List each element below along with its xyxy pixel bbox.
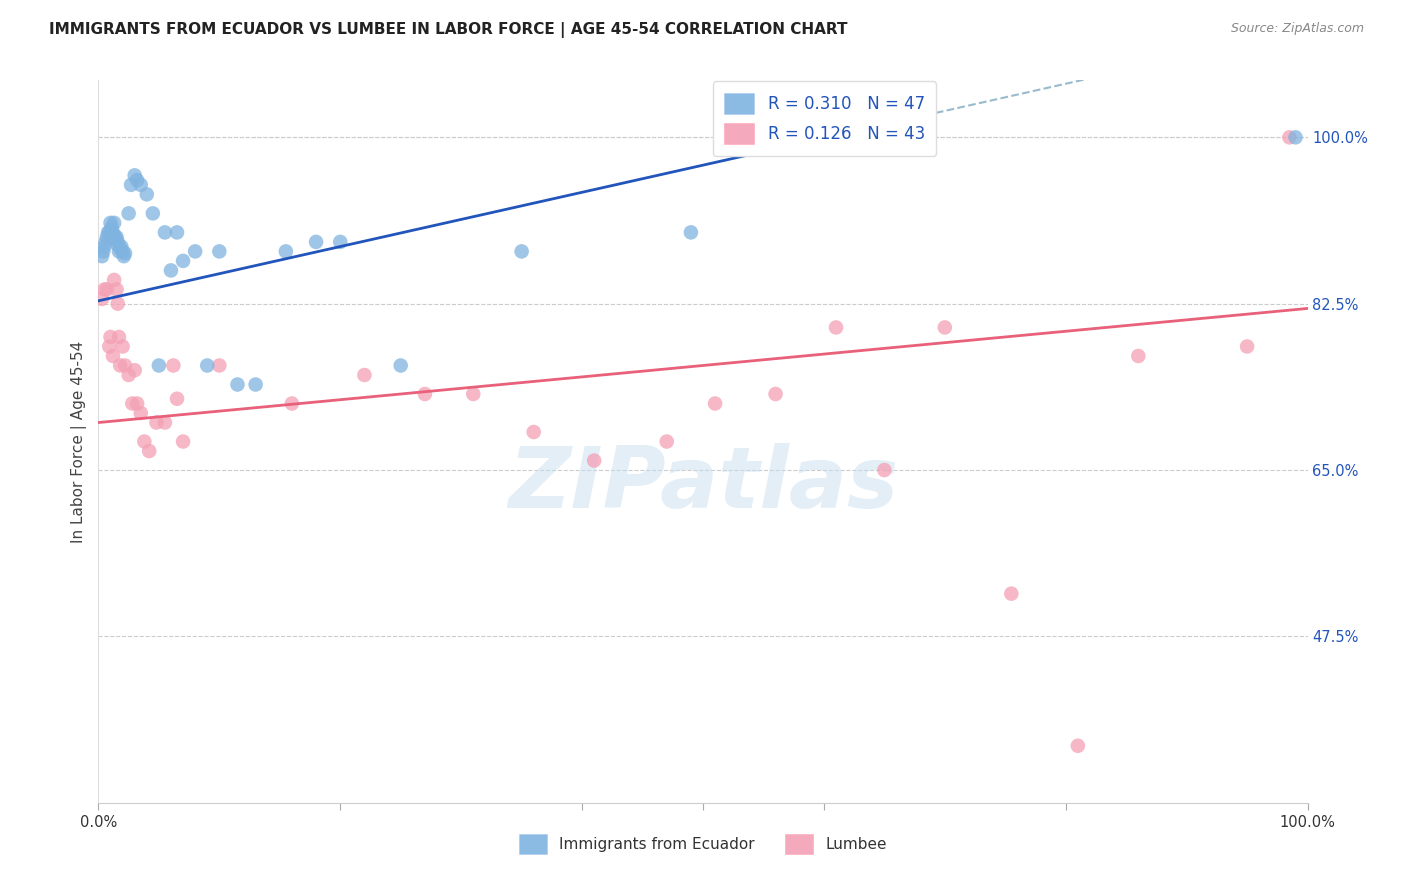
Point [118, 206, 141, 220]
Point [94, 235, 117, 249]
Point [124, 363, 146, 377]
Point [135, 187, 157, 202]
Point [104, 230, 127, 244]
Point [114, 359, 136, 373]
Point [93, 240, 115, 254]
Point [1128, 349, 1150, 363]
Point [98, 226, 121, 240]
Point [679, 226, 702, 240]
Point [127, 173, 149, 187]
Point [97, 226, 120, 240]
Point [91, 244, 114, 259]
Point [172, 253, 194, 268]
Point [124, 169, 146, 183]
Point [704, 396, 727, 410]
Point [153, 226, 176, 240]
Point [172, 434, 194, 449]
Point [105, 282, 128, 296]
Point [98, 339, 121, 353]
Point [108, 244, 131, 259]
Point [121, 396, 143, 410]
Point [226, 377, 249, 392]
Point [510, 244, 533, 259]
Point [281, 396, 304, 410]
Point [118, 368, 141, 382]
Point [120, 178, 142, 192]
Point [142, 206, 165, 220]
Point [108, 359, 131, 373]
Y-axis label: In Labor Force | Age 45-54: In Labor Force | Age 45-54 [72, 341, 87, 542]
Point [1278, 130, 1301, 145]
Point [129, 406, 152, 420]
Point [129, 178, 152, 192]
Point [583, 453, 606, 467]
Point [413, 387, 436, 401]
Point [96, 230, 118, 244]
Point [353, 368, 375, 382]
Point [245, 377, 267, 392]
Point [1000, 587, 1022, 601]
Point [208, 244, 231, 259]
Point [1236, 339, 1258, 353]
Point [107, 296, 129, 310]
Point [655, 434, 678, 449]
Point [873, 463, 896, 477]
Point [91, 249, 114, 263]
Point [184, 244, 207, 259]
Point [160, 263, 183, 277]
Point [166, 392, 188, 406]
Point [329, 235, 352, 249]
Point [108, 242, 131, 256]
Point [96, 282, 118, 296]
Point [100, 220, 122, 235]
Point [208, 359, 231, 373]
Point [103, 216, 125, 230]
Point [107, 235, 129, 249]
Point [148, 359, 170, 373]
Point [1284, 130, 1306, 145]
Text: ZIPatlas: ZIPatlas [508, 443, 898, 526]
Point [127, 396, 149, 410]
Point [389, 359, 412, 373]
Point [103, 273, 125, 287]
Point [153, 416, 176, 430]
Point [138, 444, 160, 458]
Point [166, 226, 188, 240]
Point [108, 330, 131, 344]
Point [523, 425, 546, 439]
Point [105, 230, 128, 244]
Point [111, 339, 134, 353]
Point [162, 359, 184, 373]
Point [112, 249, 135, 263]
Point [91, 292, 114, 306]
Point [101, 230, 124, 244]
Point [93, 282, 115, 296]
Point [110, 240, 132, 254]
Point [934, 320, 956, 334]
Point [101, 349, 124, 363]
Point [100, 216, 122, 230]
Point [145, 416, 167, 430]
Point [105, 236, 128, 251]
Point [100, 230, 122, 244]
Text: Source: ZipAtlas.com: Source: ZipAtlas.com [1230, 22, 1364, 36]
Point [305, 235, 328, 249]
Point [274, 244, 297, 259]
Point [100, 330, 122, 344]
Point [134, 434, 156, 449]
Point [195, 359, 218, 373]
Point [463, 387, 485, 401]
Point [825, 320, 848, 334]
Point [111, 244, 134, 259]
Point [101, 226, 124, 240]
Point [1067, 739, 1090, 753]
Point [765, 387, 787, 401]
Legend: Immigrants from Ecuador, Lumbee: Immigrants from Ecuador, Lumbee [513, 829, 893, 860]
Point [114, 246, 136, 260]
Text: IMMIGRANTS FROM ECUADOR VS LUMBEE IN LABOR FORCE | AGE 45-54 CORRELATION CHART: IMMIGRANTS FROM ECUADOR VS LUMBEE IN LAB… [49, 22, 848, 38]
